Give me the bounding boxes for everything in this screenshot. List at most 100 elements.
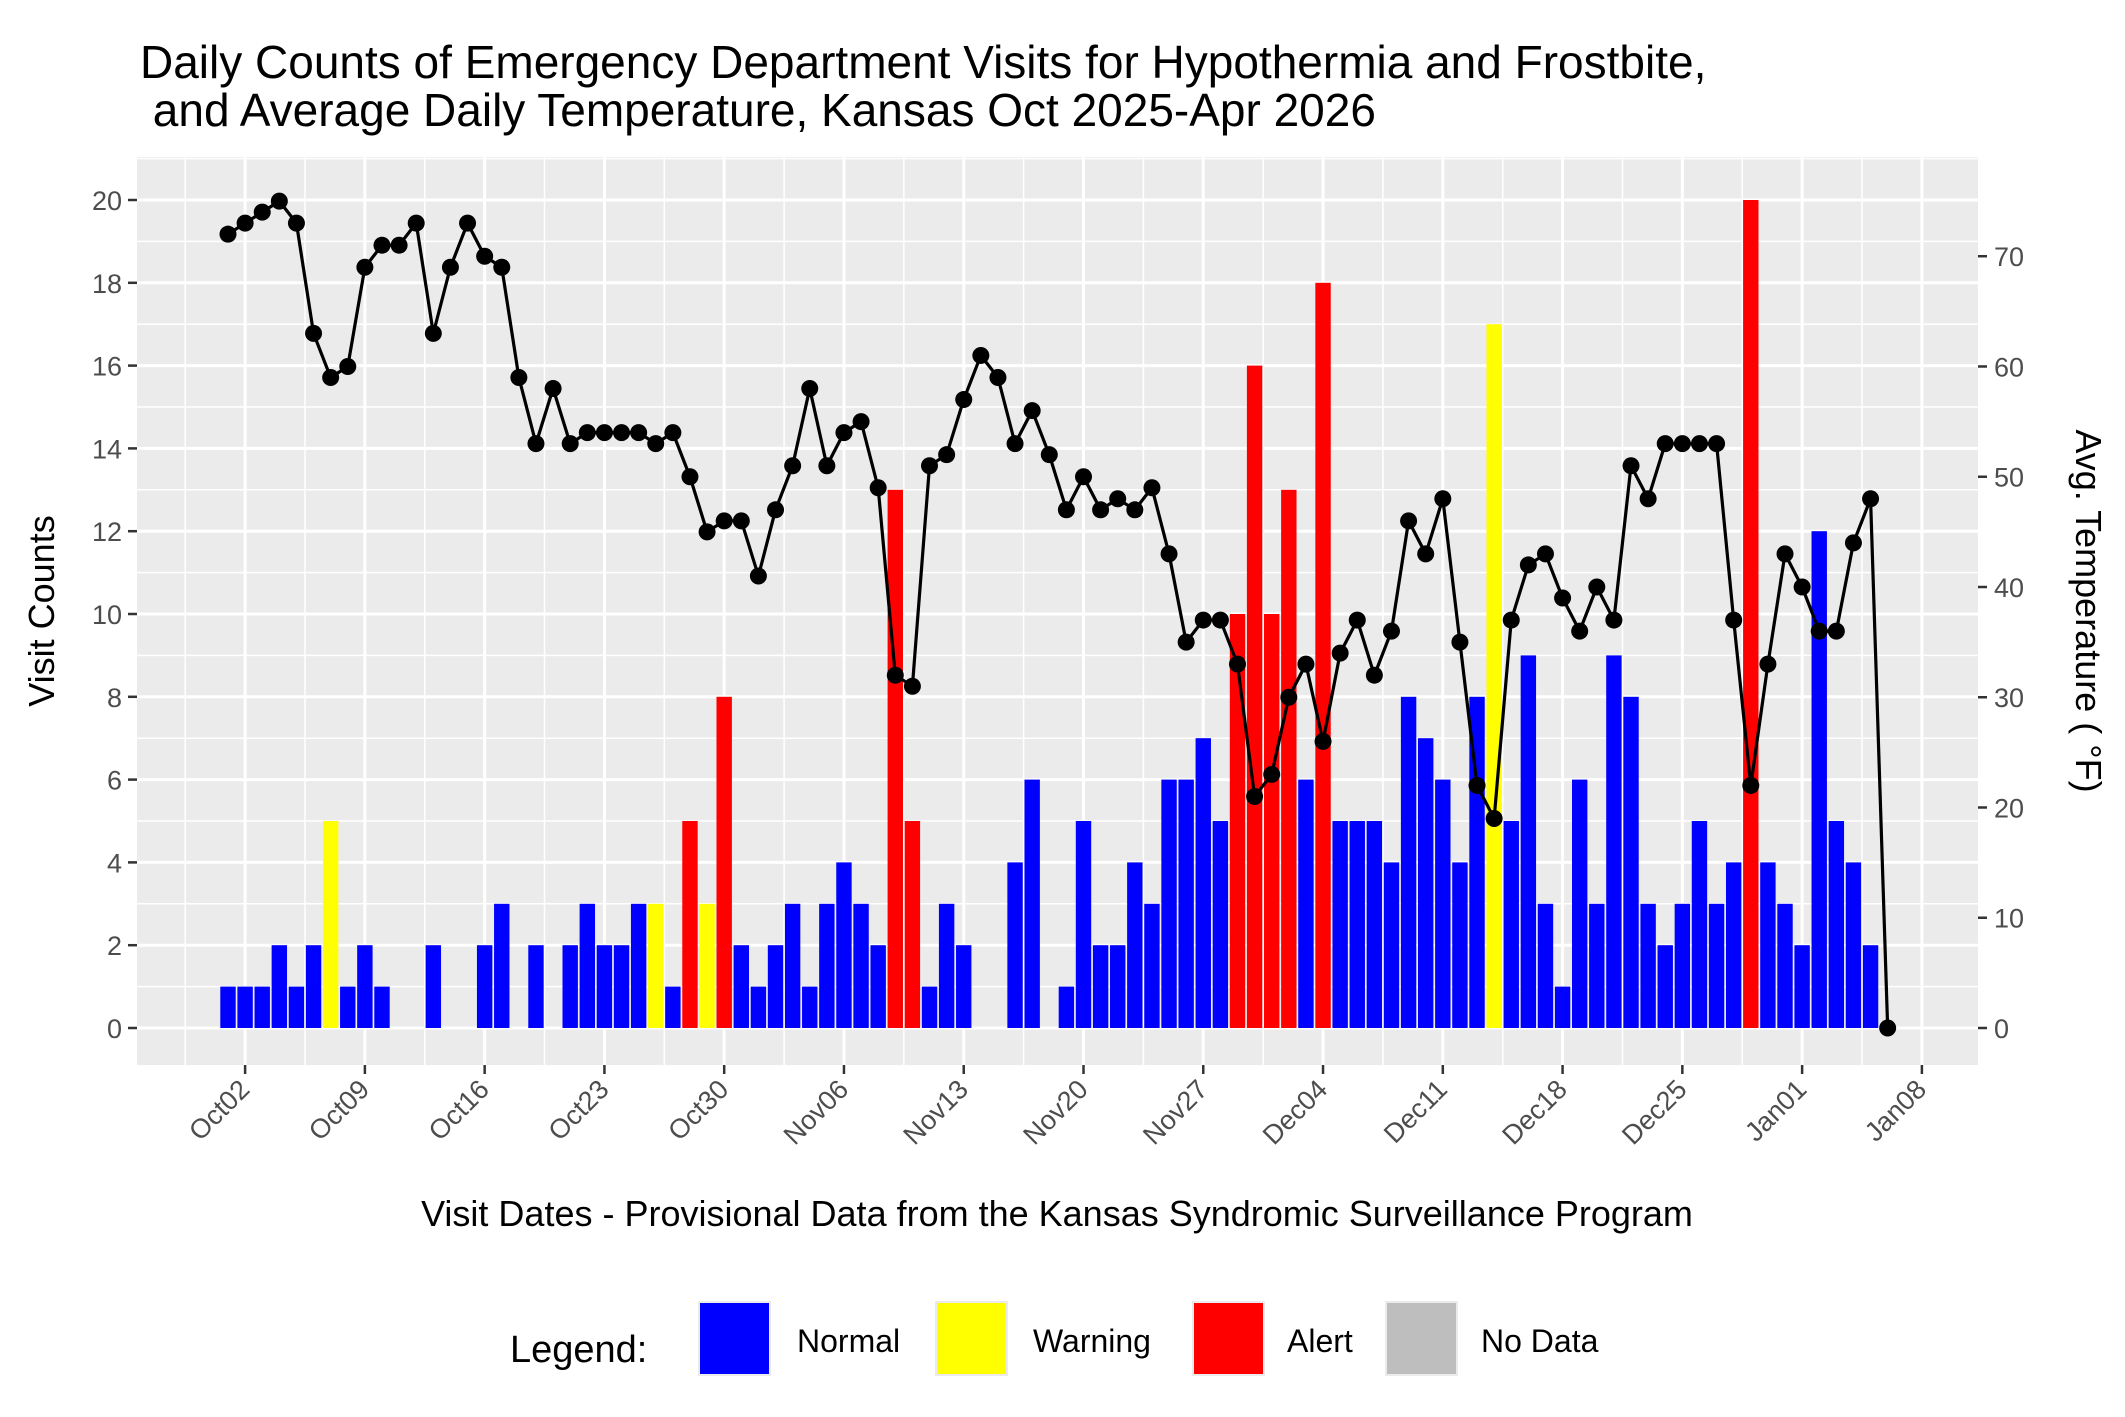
temperature-point <box>1400 512 1418 530</box>
bar-normal <box>1144 903 1160 1028</box>
bar-normal <box>1110 945 1126 1028</box>
temperature-point <box>818 457 836 475</box>
bar-normal <box>802 986 818 1028</box>
y-axis-right: 0 10 20 30 40 50 60 70 <box>1978 242 2024 1044</box>
temperature-point <box>1434 490 1452 508</box>
bar-normal <box>1400 696 1417 1028</box>
bar-normal <box>1161 779 1177 1028</box>
temperature-point <box>1246 787 1264 805</box>
temperature-point <box>1776 545 1794 563</box>
bar-alert <box>1281 489 1297 1028</box>
temperature-point <box>1228 655 1246 673</box>
temperature-point <box>1365 666 1383 684</box>
temperature-point <box>1143 479 1161 497</box>
y2-tick-label: 20 <box>1994 793 2024 823</box>
x-tick-label: Dec04 <box>1257 1074 1333 1150</box>
bar-normal <box>1435 779 1451 1028</box>
temperature-point <box>835 424 853 442</box>
temperature-point <box>373 236 391 254</box>
temperature-point <box>1194 611 1212 629</box>
temperature-point <box>1673 435 1691 453</box>
y2-axis-title: Avg. Temperature ( °F) <box>2068 429 2109 792</box>
bar-alert <box>1264 614 1280 1028</box>
plot-panel <box>137 157 1978 1065</box>
temperature-point <box>1742 776 1760 794</box>
temperature-point <box>921 457 939 475</box>
x-tick-label: Dec25 <box>1616 1074 1692 1150</box>
bar-alert <box>887 489 903 1028</box>
bar-normal <box>1606 655 1622 1028</box>
bar-normal <box>853 903 869 1028</box>
bar-normal <box>1777 903 1793 1028</box>
temperature-point <box>1211 611 1229 629</box>
temperature-point <box>989 369 1007 387</box>
temperature-point <box>1006 435 1024 453</box>
temperature-point <box>1331 644 1349 662</box>
temperature-point <box>869 479 887 497</box>
temperature-point <box>938 446 956 464</box>
y-tick-label: 20 <box>92 186 122 216</box>
x-tick-label: Nov27 <box>1137 1074 1213 1150</box>
temperature-point <box>1605 611 1623 629</box>
y-tick-label: 14 <box>92 434 122 464</box>
legend-swatch-alert <box>1194 1303 1263 1374</box>
bar-normal <box>237 986 253 1028</box>
chart-title-line-1: Daily Counts of Emergency Department Vis… <box>140 36 1706 88</box>
bar-normal <box>220 986 236 1028</box>
bar-normal <box>1623 696 1639 1028</box>
y-axis-title: Visit Counts <box>21 515 62 706</box>
y2-tick-label: 60 <box>1994 352 2024 382</box>
x-tick-label: Oct16 <box>423 1074 495 1146</box>
bar-normal <box>1418 738 1434 1028</box>
x-tick-label: Oct23 <box>543 1074 615 1146</box>
x-tick-label: Nov13 <box>898 1074 974 1150</box>
bar-warning <box>322 821 339 1028</box>
y-tick-label: 6 <box>107 766 122 796</box>
y-tick-label: 10 <box>92 600 122 630</box>
bar-normal <box>288 986 305 1028</box>
bar-normal <box>357 945 373 1028</box>
x-tick-label: Oct09 <box>303 1074 375 1146</box>
temperature-point <box>476 247 494 265</box>
temperature-point <box>1468 776 1486 794</box>
temperature-point <box>339 357 357 375</box>
temperature-point <box>852 413 870 431</box>
bar-normal <box>1007 862 1023 1028</box>
temperature-point <box>749 567 767 585</box>
temperature-point <box>1725 611 1743 629</box>
temperature-point <box>1879 1019 1897 1037</box>
y-tick-label: 0 <box>107 1014 122 1044</box>
temperature-point <box>1297 655 1315 673</box>
temperature-point <box>1810 622 1828 640</box>
legend-label-alert: Alert <box>1287 1323 1353 1359</box>
temperature-point <box>1092 501 1110 519</box>
temperature-point <box>236 214 254 232</box>
temperature-point <box>1023 402 1041 420</box>
y2-tick-label: 0 <box>1994 1014 2009 1044</box>
temperature-point <box>1588 578 1606 596</box>
bar-normal <box>494 903 510 1028</box>
y-axis-left: 0 2 4 6 8 10 12 14 16 18 20 <box>92 186 137 1044</box>
x-tick-label: Oct02 <box>183 1074 255 1146</box>
temperature-point <box>270 192 288 210</box>
bar-normal <box>1452 862 1468 1028</box>
y-tick-label: 8 <box>107 683 122 713</box>
x-axis: Oct02 Oct09 Oct16 Oct23 Oct30 Nov06 Nov13 Nov20… <box>183 1065 1932 1150</box>
bar-normal <box>1332 821 1348 1028</box>
y-tick-label: 18 <box>92 269 122 299</box>
bar-normal <box>254 986 270 1028</box>
bar-alert <box>1246 365 1263 1029</box>
x-tick-label: Dec11 <box>1378 1074 1453 1149</box>
legend-swatch-normal <box>700 1303 769 1374</box>
bar-normal <box>1058 986 1075 1028</box>
temperature-point <box>681 468 699 486</box>
bar-normal <box>1691 821 1708 1028</box>
bar-normal <box>1537 903 1554 1028</box>
bar-normal <box>630 903 647 1028</box>
temperature-point <box>1554 589 1572 607</box>
bar-normal <box>767 945 784 1028</box>
y2-tick-label: 40 <box>1994 573 2024 603</box>
temperature-point <box>630 424 648 442</box>
temperature-point <box>1451 633 1469 651</box>
temperature-point <box>1862 490 1880 508</box>
